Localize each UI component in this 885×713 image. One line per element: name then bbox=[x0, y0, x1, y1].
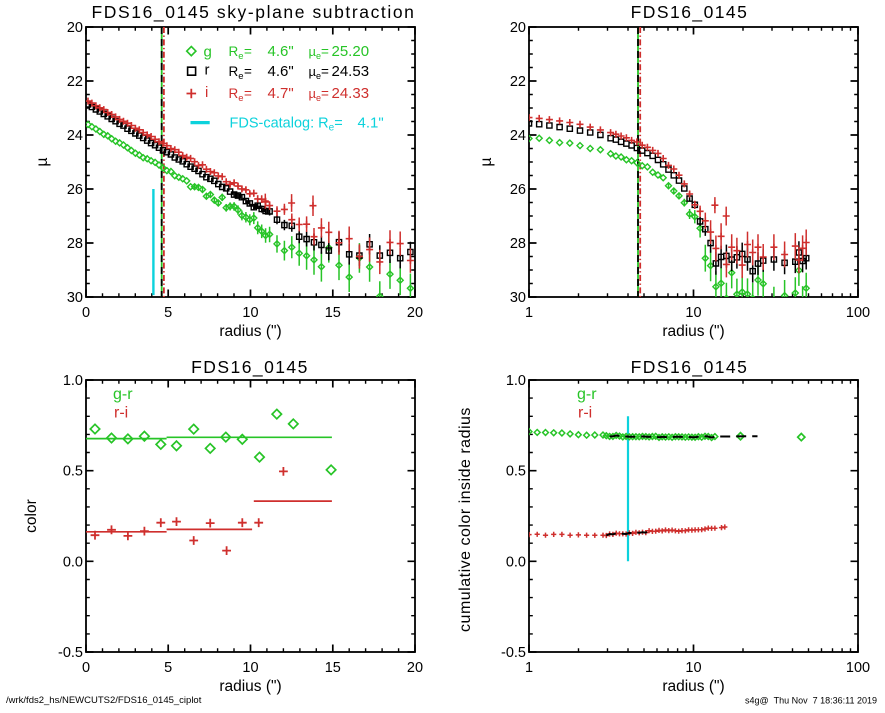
svg-text:24.53: 24.53 bbox=[332, 63, 370, 80]
svg-text:20: 20 bbox=[67, 20, 83, 36]
svg-text:color: color bbox=[23, 499, 40, 533]
svg-text:=: = bbox=[244, 64, 252, 79]
svg-text:0: 0 bbox=[82, 660, 90, 676]
svg-text:s4g@ Thu Nov 7 18:36:11 2019: s4g@ Thu Nov 7 18:36:11 2019 bbox=[745, 696, 877, 706]
svg-text:0: 0 bbox=[82, 305, 90, 321]
svg-text:1.0: 1.0 bbox=[506, 373, 526, 389]
svg-text:FDS16_0145: FDS16_0145 bbox=[191, 357, 309, 378]
svg-text:0.0: 0.0 bbox=[506, 554, 526, 570]
svg-text:5: 5 bbox=[164, 305, 172, 321]
svg-text:24: 24 bbox=[510, 128, 526, 144]
svg-text:10: 10 bbox=[242, 660, 258, 676]
svg-text:=: = bbox=[244, 86, 252, 101]
svg-text:10: 10 bbox=[242, 305, 258, 321]
svg-text:22: 22 bbox=[510, 74, 526, 90]
svg-text:10: 10 bbox=[685, 305, 701, 321]
svg-text:/wrk/fds2_hs/NEWCUTS2/FDS16_01: /wrk/fds2_hs/NEWCUTS2/FDS16_0145_ciplot bbox=[6, 695, 202, 706]
svg-text:28: 28 bbox=[67, 236, 83, 252]
svg-text:=: = bbox=[321, 64, 329, 79]
svg-text:10: 10 bbox=[685, 660, 701, 676]
svg-text:µ: µ bbox=[34, 157, 51, 166]
svg-text:FDS-catalog: Re=: FDS-catalog: Re= bbox=[230, 116, 343, 134]
svg-text:4.7": 4.7" bbox=[268, 85, 294, 102]
svg-text:24: 24 bbox=[67, 128, 83, 144]
svg-text:0.5: 0.5 bbox=[63, 464, 83, 480]
svg-text:4.1": 4.1" bbox=[358, 115, 384, 132]
svg-text:15: 15 bbox=[325, 660, 341, 676]
svg-text:radius ("): radius (") bbox=[219, 678, 281, 695]
svg-text:4.6": 4.6" bbox=[268, 63, 294, 80]
svg-text:15: 15 bbox=[325, 305, 341, 321]
svg-text:0.5: 0.5 bbox=[506, 464, 526, 480]
svg-text:24.33: 24.33 bbox=[332, 85, 370, 102]
svg-text:0.0: 0.0 bbox=[63, 554, 83, 570]
svg-text:22: 22 bbox=[67, 74, 83, 90]
svg-text:30: 30 bbox=[67, 290, 83, 306]
svg-text:µ: µ bbox=[478, 157, 495, 166]
svg-text:=: = bbox=[321, 44, 329, 59]
svg-text:FDS16_0145: FDS16_0145 bbox=[631, 2, 749, 23]
svg-text:FDS16_0145 sky-plane subtracti: FDS16_0145 sky-plane subtraction bbox=[92, 2, 416, 23]
svg-text:r: r bbox=[205, 62, 210, 79]
svg-text:FDS16_0145: FDS16_0145 bbox=[631, 357, 749, 378]
svg-text:4.6": 4.6" bbox=[268, 43, 294, 60]
svg-text:5: 5 bbox=[164, 660, 172, 676]
svg-text:g-r: g-r bbox=[113, 386, 133, 403]
svg-text:r-i: r-i bbox=[114, 405, 128, 422]
svg-text:26: 26 bbox=[510, 182, 526, 198]
svg-text:25.20: 25.20 bbox=[332, 43, 370, 60]
svg-text:26: 26 bbox=[67, 182, 83, 198]
svg-text:20: 20 bbox=[510, 20, 526, 36]
svg-text:r-i: r-i bbox=[578, 405, 592, 422]
svg-text:28: 28 bbox=[510, 236, 526, 252]
svg-text:100: 100 bbox=[846, 660, 870, 676]
svg-text:30: 30 bbox=[510, 290, 526, 306]
svg-text:radius ("): radius (") bbox=[219, 323, 281, 340]
svg-text:g: g bbox=[204, 43, 212, 60]
svg-text:20: 20 bbox=[407, 660, 423, 676]
svg-text:1: 1 bbox=[525, 660, 533, 676]
svg-text:100: 100 bbox=[846, 305, 870, 321]
svg-text:-0.5: -0.5 bbox=[501, 645, 526, 661]
svg-text:-0.5: -0.5 bbox=[58, 645, 83, 661]
svg-text:radius ("): radius (") bbox=[662, 323, 724, 340]
svg-text:radius ("): radius (") bbox=[662, 678, 724, 695]
svg-text:1.0: 1.0 bbox=[63, 373, 83, 389]
svg-text:=: = bbox=[244, 44, 252, 59]
svg-text:g-r: g-r bbox=[577, 386, 597, 403]
svg-text:cumulative color inside radius: cumulative color inside radius bbox=[457, 407, 474, 632]
svg-text:=: = bbox=[321, 86, 329, 101]
svg-text:1: 1 bbox=[525, 305, 533, 321]
svg-text:i: i bbox=[205, 84, 208, 101]
svg-text:20: 20 bbox=[407, 305, 423, 321]
